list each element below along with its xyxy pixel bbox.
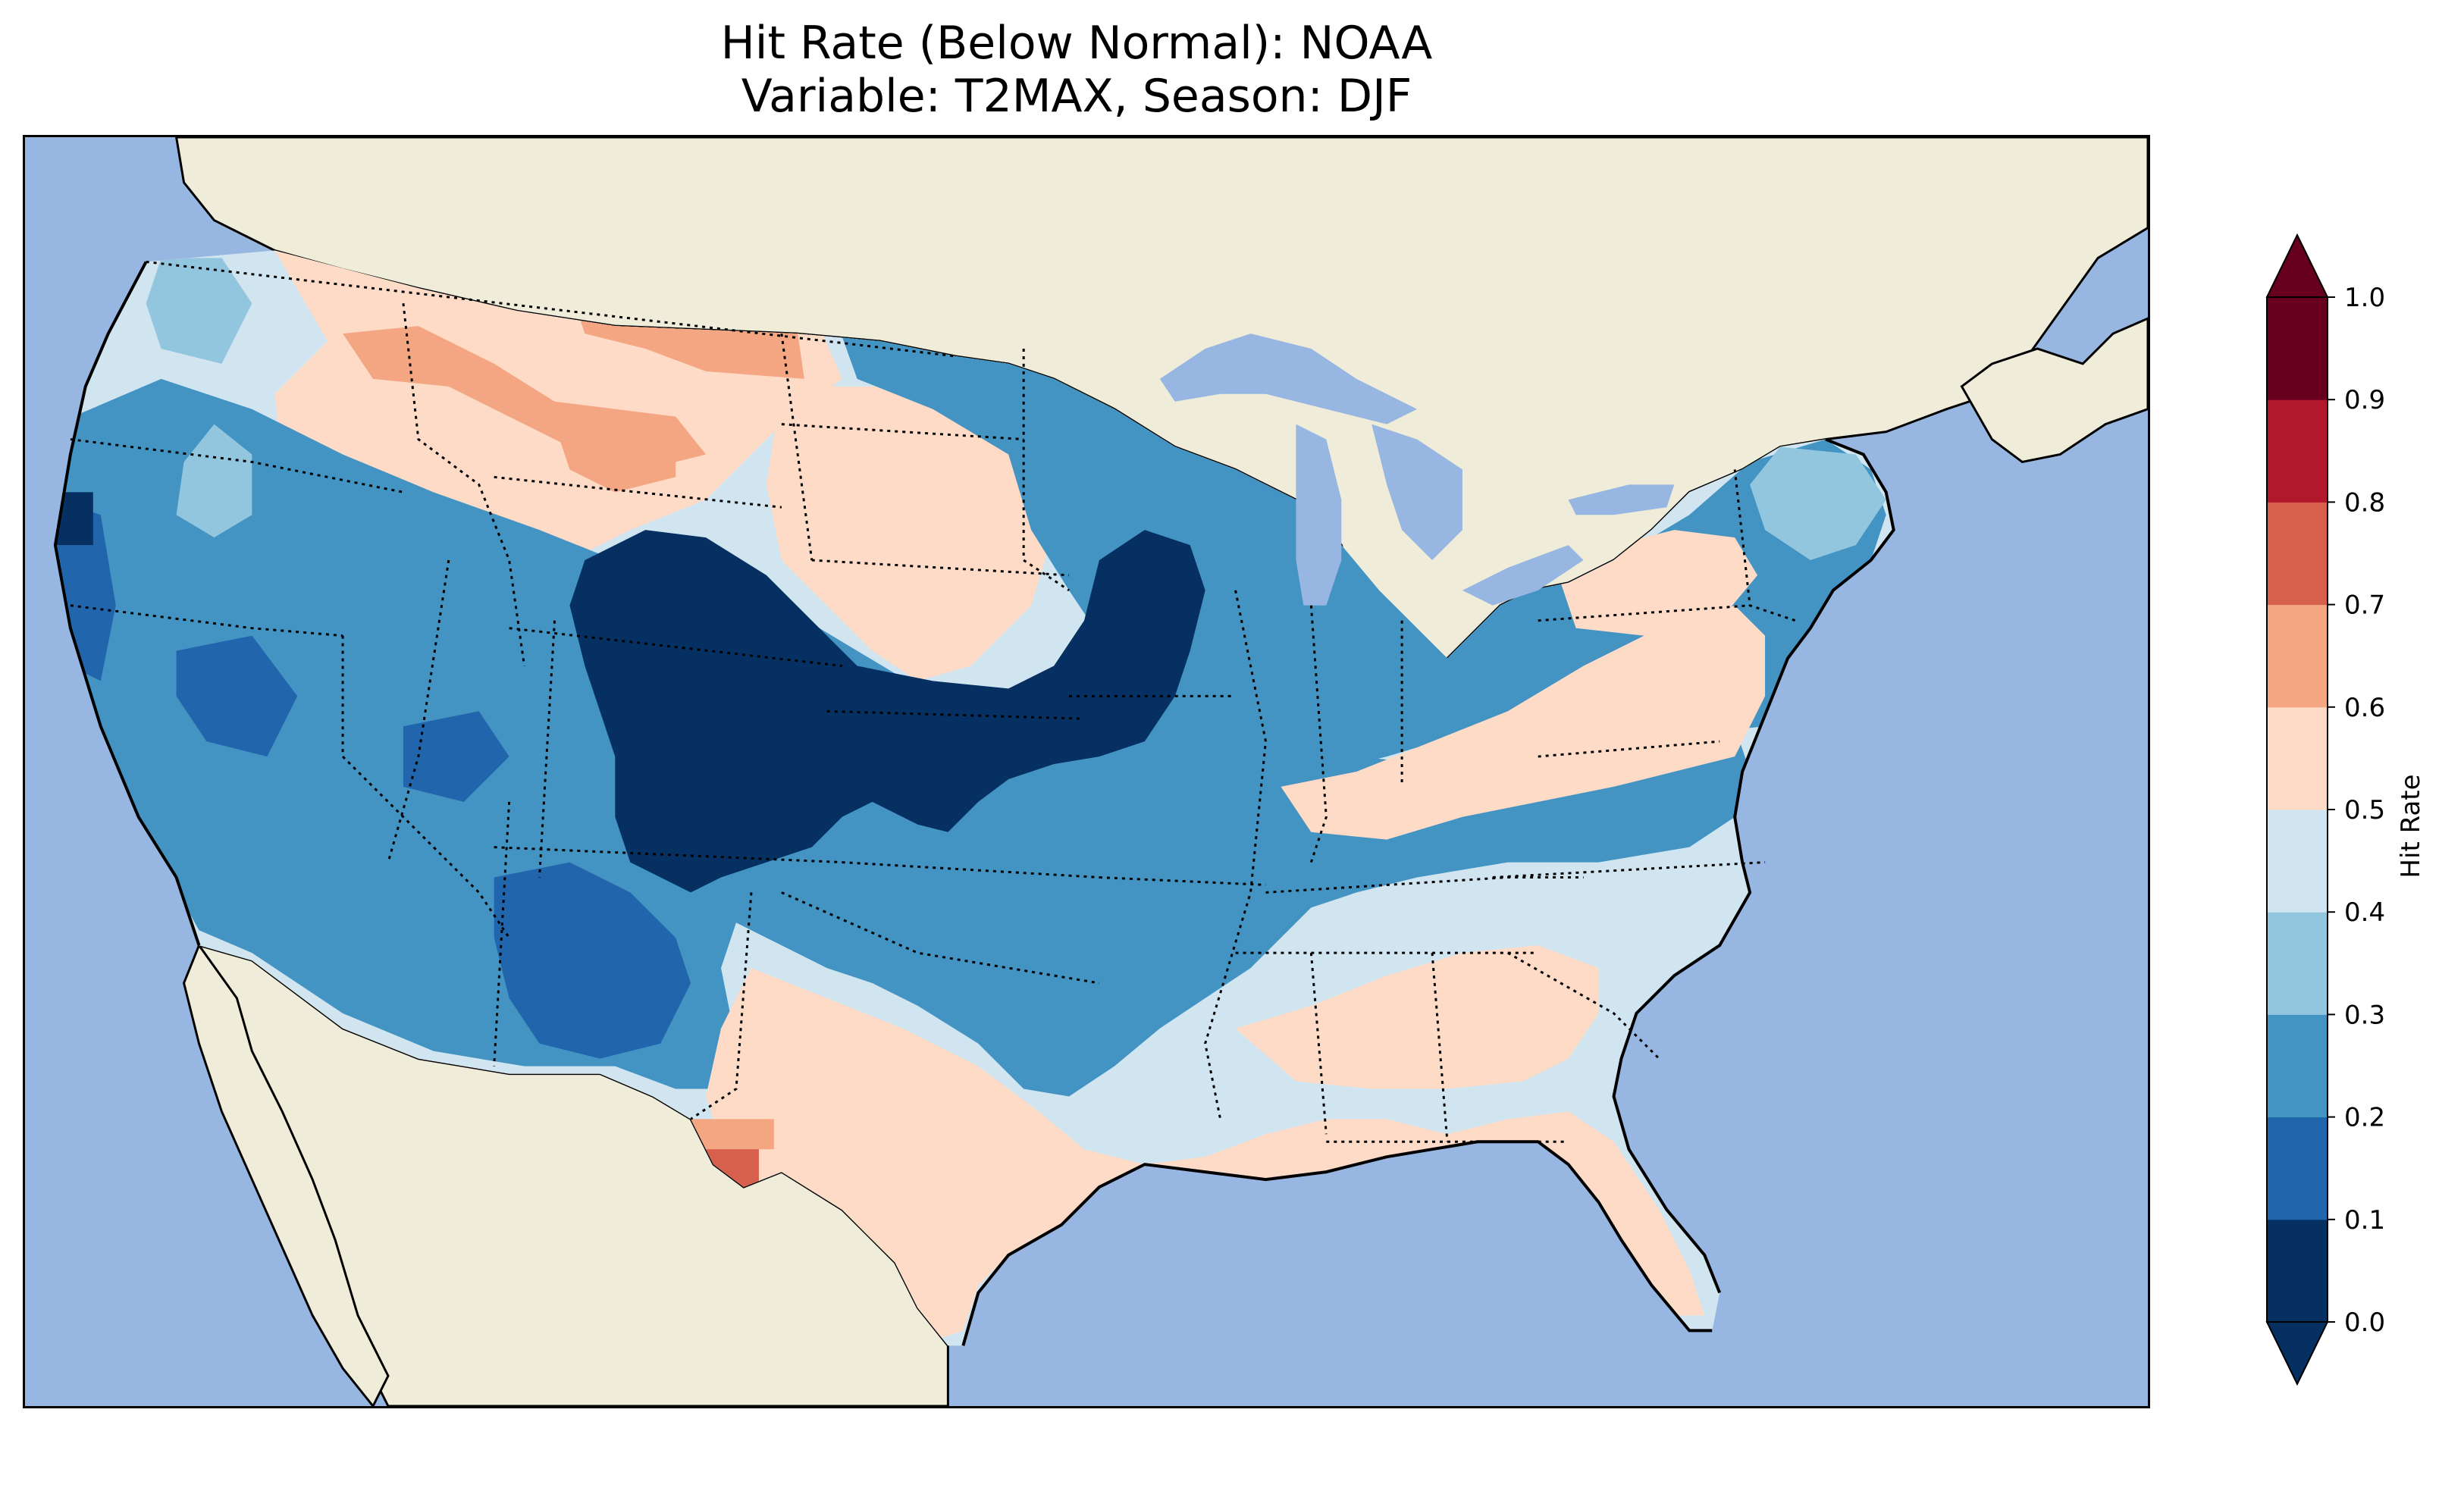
field-darkest-colorado [569,530,1205,893]
field-darkblue-sw [494,862,691,1059]
colorbar-tick-label: 0.6 [2344,693,2385,723]
coast-west [53,261,201,946]
colorbar: 0.0 0.1 0.2 0.3 0.4 0.5 0.6 0.7 0.8 0.9 1.0 [2265,233,2385,1386]
field-lightblue-west [176,424,252,538]
lake-superior [1159,334,1418,424]
lake-michigan [1296,424,1342,606]
colorbar-segment [2267,297,2328,400]
field-peach-southeast [1235,945,1599,1089]
border-dakotas [780,333,813,561]
colorbar-segment [2267,604,2328,708]
border-wa-or [70,438,404,493]
colorbar-tick-label: 0.5 [2344,795,2385,825]
field-orange-wy [554,424,676,493]
field-peach-texas [706,968,1705,1339]
colorbar-tick-label: 0.9 [2344,385,2385,415]
field-darkblue-idaho [403,711,509,802]
border-mt-wy [494,475,782,509]
colorbar-segment [2267,912,2328,1015]
border-mn-east [1022,349,1070,592]
colorbar-segment [2267,1219,2328,1323]
border-mo-ar [1099,876,1266,886]
border-co-nm [494,846,842,864]
colorbar-extend-over [2265,233,2329,298]
colorbar-tick-label: 1.0 [2344,283,2385,313]
border-nd-sd [781,423,1024,441]
border-new-england [1733,469,1796,622]
border-pa-south [1538,740,1720,758]
border-nv-ut [387,559,450,863]
coastlines [53,261,1895,1346]
colorbar-tick-label: 0.7 [2344,590,2385,621]
colorbar-tick-label: 0.8 [2344,487,2385,518]
border-ne-ks [826,709,1085,720]
chart-title: Hit Rate (Below Normal): NOAA [720,17,1433,70]
field-blue-greatlakes [819,273,1886,772]
field-lightblue-pnw [146,258,252,364]
lake-erie [1462,545,1584,606]
map-frame [23,135,2150,1408]
field-darkblue-nevada [176,635,298,757]
border-wy-co [509,627,842,667]
map [25,137,2148,1406]
chart-subtitle: Variable: T2MAX, Season: DJF [741,70,1412,123]
border-sd-ne [811,559,1070,577]
colorbar-segments [2265,233,2329,1386]
colorbar-label: Hit Rate [2396,774,2426,879]
colorbar-segment [2267,399,2328,503]
coast-gulf [961,1140,1713,1346]
field-peach-dakotas [766,386,1055,681]
land-baja [182,943,390,1406]
border-az-nm [493,801,511,1066]
coast-east [1612,437,1895,1294]
great-lakes [1159,334,1675,606]
colorbar-tick-label: 0.2 [2344,1103,2385,1133]
colorbar-tick-label: 0.0 [2344,1308,2385,1338]
colorbar-tick-label: 0.1 [2344,1205,2385,1236]
colorbar-ticks: 0.0 0.1 0.2 0.3 0.4 0.5 0.6 0.7 0.8 0.9 1.0 [2328,283,2385,1338]
border-al-ga [1431,953,1449,1142]
border-ky-tn [1265,876,1584,894]
lake-huron [1372,424,1462,560]
border-or-ca [70,604,343,637]
border-carolinas [1507,951,1660,1060]
border-ms-al [1309,953,1328,1135]
colorbar-segment [2267,706,2328,810]
border-tx-nm [690,892,753,1120]
colorbar-extend-under [2265,1321,2329,1386]
lake-ontario [1568,484,1675,515]
border-pa-ny [1538,604,1751,622]
colorbar-segment [2267,502,2328,606]
colorbar-segment [2267,810,2328,913]
border-il-in [1309,605,1328,863]
colorbar-tick-label: 0.4 [2344,897,2385,928]
border-ut-co [538,620,556,878]
colorbar-tick-label: 0.3 [2344,1000,2385,1030]
border-idaho-east [402,303,526,666]
field-lightblue-ne [1750,446,1886,560]
colorbar-segment [2267,1014,2328,1118]
field-orange-texas [691,1119,774,1150]
land-maritimes [1960,317,2148,464]
border-va-nc [1492,861,1766,879]
border-ks-ok [842,861,1100,879]
state-borders [70,260,1796,1143]
colorbar-segment [2267,1117,2328,1220]
border-ca-nv [341,635,510,939]
